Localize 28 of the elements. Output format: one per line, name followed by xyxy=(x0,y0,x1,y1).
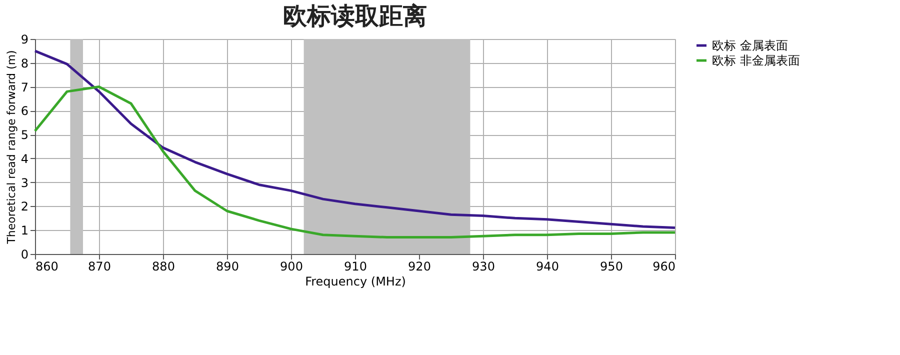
y-tick-label: 0 xyxy=(20,248,28,262)
x-tick-label: 880 xyxy=(152,260,175,274)
x-tick-label: 900 xyxy=(280,260,303,274)
legend-label: 欧标 金属表面 xyxy=(712,38,788,52)
x-tick-label: 860 xyxy=(36,260,58,274)
y-tick-label: 8 xyxy=(20,56,28,70)
y-tick-label: 3 xyxy=(20,176,28,190)
legend-label: 欧标 非金属表面 xyxy=(712,54,800,68)
y-tick-label: 7 xyxy=(20,80,28,94)
x-axis-title: Frequency (MHz) xyxy=(305,274,406,288)
y-tick-label: 6 xyxy=(20,104,28,118)
y-tick-label: 4 xyxy=(20,152,28,166)
y-axis-title: Theoretical read range forward (m) xyxy=(4,50,18,245)
y-tick-label: 2 xyxy=(20,200,28,214)
y-tick-label: 1 xyxy=(20,224,28,238)
chart-title: 欧标读取距离 xyxy=(283,2,427,30)
x-tick-label: 930 xyxy=(472,260,495,274)
x-tick-label: 960 xyxy=(652,260,676,274)
x-tick-label: 890 xyxy=(216,260,239,274)
line-series xyxy=(34,50,676,229)
line-series xyxy=(34,86,676,239)
y-tick-label: 5 xyxy=(20,128,28,142)
x-tick-label: 940 xyxy=(536,260,559,274)
x-tick-label: 870 xyxy=(88,260,111,274)
x-tick-label: 920 xyxy=(408,260,431,274)
x-tick-label: 950 xyxy=(600,260,623,274)
x-tick-label: 910 xyxy=(344,260,367,274)
y-tick-label: 9 xyxy=(20,32,28,46)
